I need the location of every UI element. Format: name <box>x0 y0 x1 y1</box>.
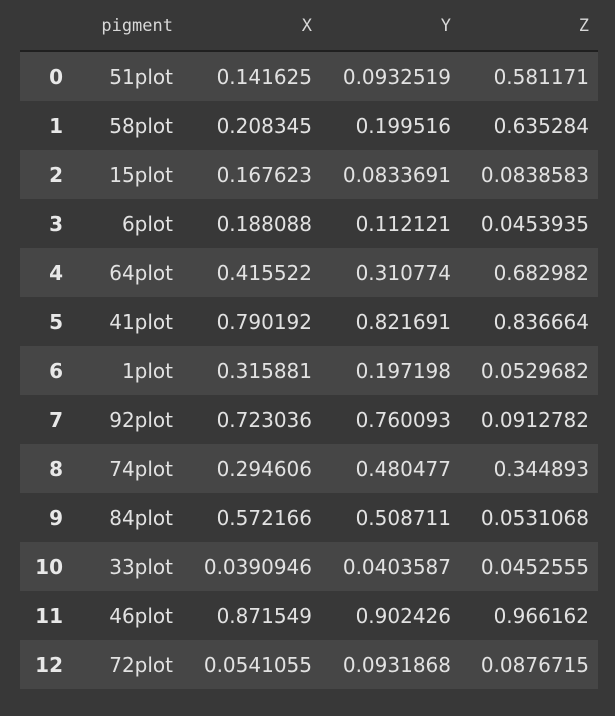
row-index: 1 <box>49 113 63 138</box>
cell-z: 0.0452555 <box>480 554 589 579</box>
cell-pigment: 84plot <box>109 505 173 530</box>
row-index: 0 <box>49 64 63 89</box>
cell-y: 0.199516 <box>355 113 451 138</box>
row-index: 6 <box>49 358 63 383</box>
table-row: 6 1plot 0.315881 0.197198 0.0529682 <box>20 346 598 395</box>
cell-y: 0.0932519 <box>342 64 451 89</box>
cell-pigment: 15plot <box>109 162 173 187</box>
cell-x: 0.572166 <box>216 505 312 530</box>
table-row: 12 72plot 0.0541055 0.0931868 0.0876715 <box>20 640 598 689</box>
cell-pigment: 1plot <box>121 358 173 383</box>
cell-z: 0.966162 <box>493 603 589 628</box>
cell-z: 0.836664 <box>493 309 589 334</box>
cell-pigment: 46plot <box>109 603 173 628</box>
table-row: 2 15plot 0.167623 0.0833691 0.0838583 <box>20 150 598 199</box>
cell-z: 0.0529682 <box>480 358 589 383</box>
cell-x: 0.723036 <box>216 407 312 432</box>
cell-x: 0.315881 <box>216 358 312 383</box>
row-index: 3 <box>49 211 63 236</box>
cell-z: 0.682982 <box>493 260 589 285</box>
cell-z: 0.344893 <box>493 456 589 481</box>
header-index <box>20 2 72 52</box>
cell-x: 0.415522 <box>216 260 312 285</box>
dataframe-table: pigment X Y Z 0 51plot 0.141625 0.0932519 0.… <box>20 2 598 689</box>
row-index: 2 <box>49 162 63 187</box>
row-index: 11 <box>35 603 63 628</box>
cell-y: 0.197198 <box>355 358 451 383</box>
cell-pigment: 64plot <box>109 260 173 285</box>
table-row: 8 74plot 0.294606 0.480477 0.344893 <box>20 444 598 493</box>
cell-pigment: 74plot <box>109 456 173 481</box>
row-index: 7 <box>49 407 63 432</box>
table-row: 9 84plot 0.572166 0.508711 0.0531068 <box>20 493 598 542</box>
table-header: pigment X Y Z <box>20 2 598 52</box>
header-pigment: pigment <box>72 2 182 52</box>
table-row: 11 46plot 0.871549 0.902426 0.966162 <box>20 591 598 640</box>
table-row: 1 58plot 0.208345 0.199516 0.635284 <box>20 101 598 150</box>
cell-y: 0.112121 <box>355 211 451 236</box>
row-index: 4 <box>49 260 63 285</box>
cell-y: 0.760093 <box>355 407 451 432</box>
cell-z: 0.0453935 <box>480 211 589 236</box>
cell-x: 0.871549 <box>216 603 312 628</box>
row-index: 8 <box>49 456 63 481</box>
cell-pigment: 58plot <box>109 113 173 138</box>
cell-x: 0.188088 <box>216 211 312 236</box>
cell-z: 0.0838583 <box>480 162 589 187</box>
cell-pigment: 33plot <box>109 554 173 579</box>
row-index: 12 <box>35 652 63 677</box>
row-index: 10 <box>35 554 63 579</box>
cell-y: 0.0403587 <box>342 554 451 579</box>
row-index: 9 <box>49 505 63 530</box>
cell-x: 0.0390946 <box>203 554 312 579</box>
cell-pigment: 51plot <box>109 64 173 89</box>
header-y: Y <box>321 2 460 52</box>
table-row: 0 51plot 0.141625 0.0932519 0.581171 <box>20 51 598 101</box>
cell-x: 0.790192 <box>216 309 312 334</box>
table-row: 3 6plot 0.188088 0.112121 0.0453935 <box>20 199 598 248</box>
cell-x: 0.0541055 <box>203 652 312 677</box>
cell-y: 0.902426 <box>355 603 451 628</box>
cell-pigment: 72plot <box>109 652 173 677</box>
table-row: 5 41plot 0.790192 0.821691 0.836664 <box>20 297 598 346</box>
cell-z: 0.0876715 <box>480 652 589 677</box>
cell-y: 0.310774 <box>355 260 451 285</box>
table-row: 4 64plot 0.415522 0.310774 0.682982 <box>20 248 598 297</box>
row-index: 5 <box>49 309 63 334</box>
header-x: X <box>182 2 321 52</box>
cell-x: 0.141625 <box>216 64 312 89</box>
cell-pigment: 92plot <box>109 407 173 432</box>
cell-z: 0.635284 <box>493 113 589 138</box>
cell-z: 0.581171 <box>493 64 589 89</box>
cell-y: 0.508711 <box>355 505 451 530</box>
cell-x: 0.167623 <box>216 162 312 187</box>
cell-y: 0.480477 <box>355 456 451 481</box>
cell-x: 0.294606 <box>216 456 312 481</box>
cell-pigment: 41plot <box>109 309 173 334</box>
cell-y: 0.0931868 <box>342 652 451 677</box>
table-body: 0 51plot 0.141625 0.0932519 0.581171 1 58plot 0… <box>20 51 598 689</box>
header-z: Z <box>460 2 598 52</box>
cell-y: 0.821691 <box>355 309 451 334</box>
cell-x: 0.208345 <box>216 113 312 138</box>
header-row: pigment X Y Z <box>20 2 598 52</box>
cell-y: 0.0833691 <box>342 162 451 187</box>
table-row: 7 92plot 0.723036 0.760093 0.0912782 <box>20 395 598 444</box>
cell-pigment: 6plot <box>121 211 173 236</box>
cell-z: 0.0912782 <box>480 407 589 432</box>
cell-z: 0.0531068 <box>480 505 589 530</box>
table-row: 10 33plot 0.0390946 0.0403587 0.0452555 <box>20 542 598 591</box>
